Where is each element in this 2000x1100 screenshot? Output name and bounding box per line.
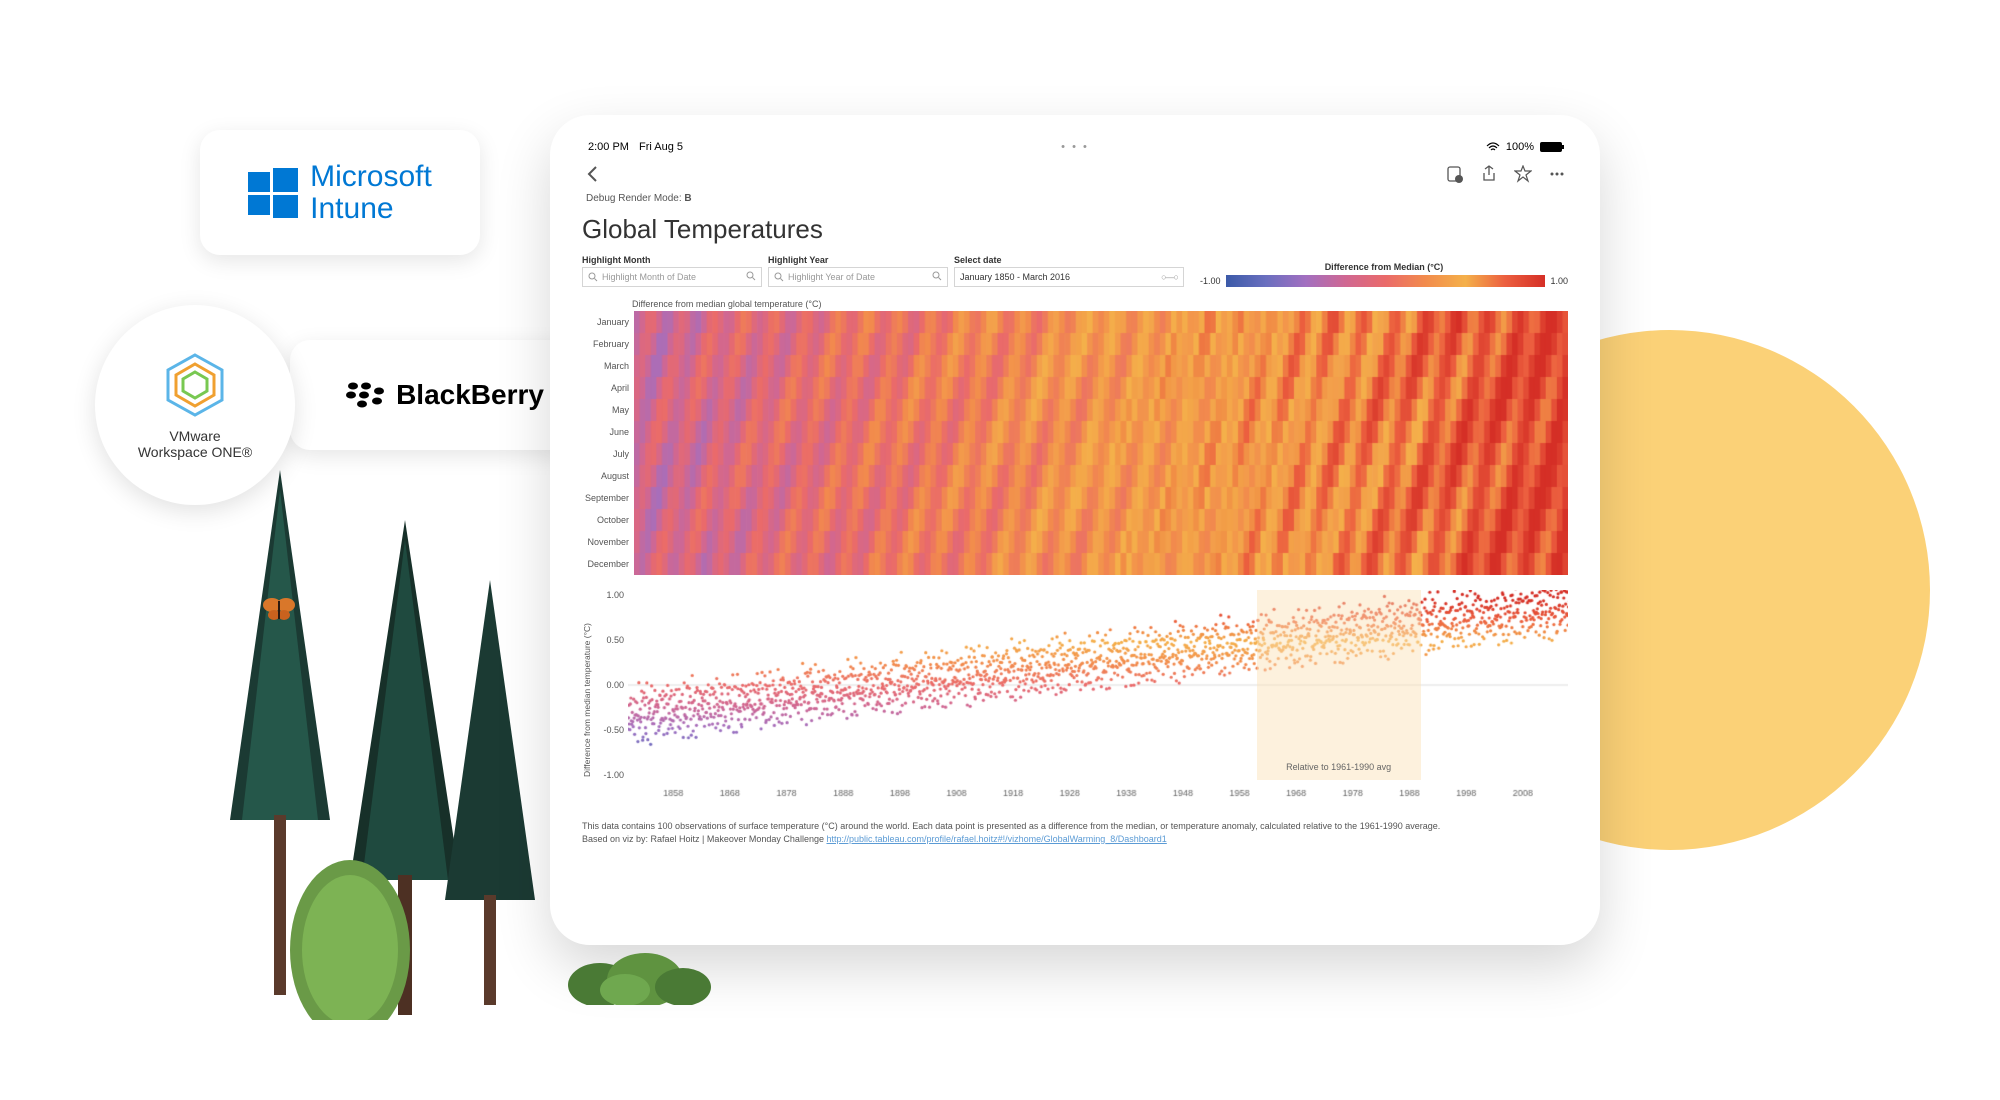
month-label: January [582, 311, 629, 333]
nav-row [582, 165, 1568, 183]
windows-logo-icon [248, 168, 298, 218]
page-title: Global Temperatures [582, 214, 1568, 245]
footer-line2-prefix: Based on viz by: Rafael Hoitz | Makeover… [582, 834, 826, 844]
status-time: 2:00 PM [588, 141, 629, 153]
card-vmware-workspace-one: VMware Workspace ONE® [95, 305, 295, 505]
vmware-hex-icon [160, 350, 230, 420]
highlight-year-label: Highlight Year [768, 255, 948, 265]
month-label: June [582, 421, 629, 443]
blackberry-label: BlackBerry [396, 379, 544, 411]
highlight-month-label: Highlight Month [582, 255, 762, 265]
select-date-value: January 1850 - March 2016 [960, 272, 1070, 282]
search-icon [588, 272, 598, 282]
month-label: February [582, 333, 629, 355]
month-label: March [582, 355, 629, 377]
scatter-canvas-el [628, 590, 1568, 810]
search-icon [774, 272, 784, 282]
debug-value: B [684, 193, 691, 204]
status-date: Fri Aug 5 [639, 141, 683, 153]
month-label: July [582, 443, 629, 465]
trees-illustration [190, 460, 550, 1020]
note-icon[interactable] [1446, 165, 1464, 183]
vmware-line1: VMware [138, 428, 252, 444]
footer-link[interactable]: http://public.tableau.com/profile/rafael… [826, 834, 1166, 844]
blackberry-logo-icon [346, 380, 386, 410]
tablet-device: 2:00 PM Fri Aug 5 • • • 100% [550, 115, 1600, 945]
month-label: May [582, 399, 629, 421]
month-label: August [582, 465, 629, 487]
intune-line2: Intune [310, 193, 432, 225]
select-date-label: Select date [954, 255, 1184, 265]
scatter-y-axis-label: Difference from median temperature (°C) [582, 590, 596, 810]
highlight-month-placeholder: Highlight Month of Date [602, 272, 696, 282]
dropdown-icon [932, 271, 942, 281]
scatter-y-ticks: 1.000.500.00-0.50-1.00 [596, 590, 628, 780]
legend-max: 1.00 [1550, 276, 1568, 286]
status-center-ellipsis: • • • [1061, 141, 1089, 153]
status-bar: 2:00 PM Fri Aug 5 • • • 100% [582, 141, 1568, 153]
reference-band [1257, 590, 1421, 780]
legend-title: Difference from Median (°C) [1200, 262, 1568, 272]
star-icon[interactable] [1514, 165, 1532, 183]
battery-icon [1540, 142, 1562, 152]
wifi-icon [1486, 142, 1500, 152]
highlight-year-placeholder: Highlight Year of Date [788, 272, 875, 282]
card-microsoft-intune: Microsoft Intune [200, 130, 480, 255]
heatmap-chart[interactable] [634, 311, 1568, 575]
status-battery-pct: 100% [1506, 141, 1534, 153]
intune-line1: Microsoft [310, 161, 432, 193]
select-date-input[interactable]: January 1850 - March 2016 ○—○ [954, 267, 1184, 287]
bush-illustration [565, 935, 715, 1005]
reference-band-label: Relative to 1961-1990 avg [1286, 762, 1391, 772]
butterfly-icon [260, 595, 298, 625]
highlight-month-input[interactable]: Highlight Month of Date [582, 267, 762, 287]
month-label: September [582, 487, 629, 509]
legend-min: -1.00 [1200, 276, 1221, 286]
month-label: April [582, 377, 629, 399]
month-label: October [582, 509, 629, 531]
month-label: December [582, 553, 629, 575]
footer-line1: This data contains 100 observations of s… [582, 820, 1568, 833]
legend-gradient [1226, 275, 1546, 287]
dropdown-icon [746, 271, 756, 281]
scatter-chart[interactable]: Relative to 1961-1990 avg [628, 590, 1568, 810]
share-icon[interactable] [1480, 165, 1498, 183]
vmware-line2: Workspace ONE® [138, 444, 252, 460]
more-icon[interactable] [1548, 165, 1566, 183]
back-button[interactable] [584, 165, 602, 183]
heatmap-title: Difference from median global temperatur… [632, 299, 1568, 309]
heatmap-month-labels: JanuaryFebruaryMarchAprilMayJuneJulyAugu… [582, 311, 634, 575]
month-label: November [582, 531, 629, 553]
highlight-year-input[interactable]: Highlight Year of Date [768, 267, 948, 287]
debug-label: Debug Render Mode: [586, 193, 682, 204]
